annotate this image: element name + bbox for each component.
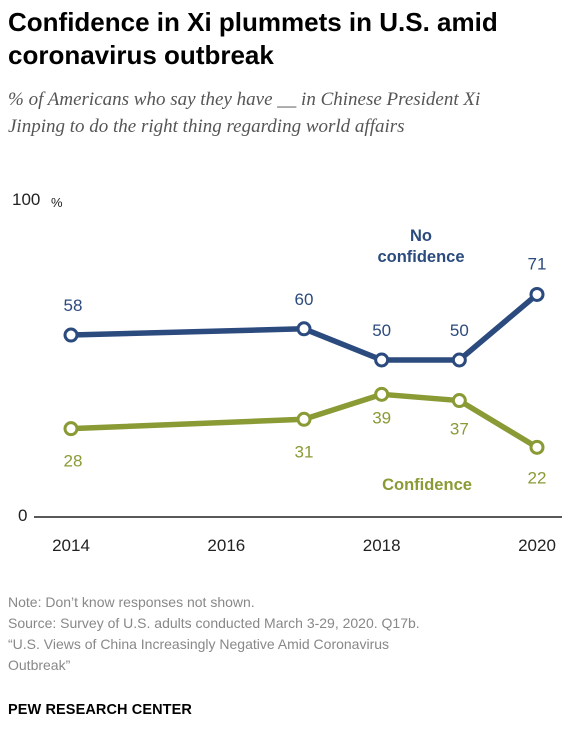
brand-name: PEW RESEARCH CENTER xyxy=(8,702,192,718)
data-point xyxy=(374,352,390,368)
data-label: 58 xyxy=(64,296,83,315)
data-point xyxy=(529,286,545,302)
series-name-label: Confidence xyxy=(382,476,472,494)
data-point xyxy=(63,421,79,437)
chart-subtitle: % of Americans who say they have __ in C… xyxy=(8,89,481,137)
chart-title: Confidence in Xi plummets in U.S. amid c… xyxy=(8,7,498,70)
series-name-label: No confidence xyxy=(377,227,464,266)
chart-axes: 100 % 0 2014 2016 2018 2020 xyxy=(12,190,562,555)
source-text: Source: Survey of U.S. adults conducted … xyxy=(8,615,420,631)
x-tick-label: 2018 xyxy=(363,536,401,555)
x-tick-label: 2014 xyxy=(52,536,90,555)
data-point xyxy=(451,393,467,409)
chart-labels: 58 60 50 50 71 No confidence 28 31 39 37 22 Confiden… xyxy=(64,227,547,494)
data-label: 37 xyxy=(450,420,469,439)
data-label: 50 xyxy=(372,321,391,340)
source-text-cont2: Outbreak” xyxy=(8,657,71,673)
data-label: 28 xyxy=(64,452,83,471)
data-point xyxy=(529,439,545,455)
data-label: 71 xyxy=(528,254,547,273)
data-label: 60 xyxy=(295,290,314,309)
data-label: 31 xyxy=(295,442,314,461)
data-point xyxy=(63,327,79,343)
data-point xyxy=(451,352,467,368)
source-text-cont: “U.S. Views of China Increasingly Negati… xyxy=(8,636,390,652)
x-tick-label: 2016 xyxy=(207,536,245,555)
data-label: 50 xyxy=(450,321,469,340)
y-axis-bottom-label: 0 xyxy=(18,506,27,525)
x-tick-label: 2020 xyxy=(518,536,556,555)
data-label: 39 xyxy=(372,408,391,427)
line-chart: 100 % 0 2014 2016 2018 2020 58 60 50 50 71 No confid… xyxy=(12,190,562,555)
data-label: 22 xyxy=(528,468,547,487)
data-point xyxy=(374,386,390,402)
data-point xyxy=(296,411,312,427)
y-axis-top-label: 100 xyxy=(12,190,40,209)
chart-footer: Note: Don’t know responses not shown. So… xyxy=(8,592,574,676)
note-text: Note: Don’t know responses not shown. xyxy=(8,594,255,610)
data-point xyxy=(296,321,312,337)
chart-points xyxy=(63,286,545,455)
y-axis-unit-label: % xyxy=(51,195,63,210)
